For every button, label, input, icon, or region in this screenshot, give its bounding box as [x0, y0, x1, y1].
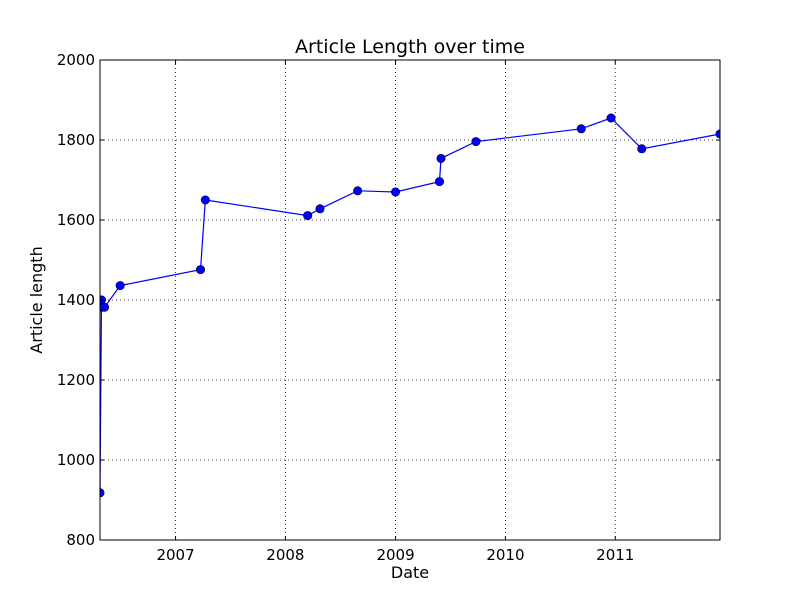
y-tick-label: 1400 [57, 291, 95, 309]
x-tick-label: 2007 [156, 546, 194, 564]
data-point [434, 177, 444, 187]
x-axis-title: Date [391, 563, 429, 582]
data-point [315, 204, 325, 214]
y-tick-label: 1000 [57, 451, 95, 469]
data-point [606, 113, 616, 123]
data-point [303, 211, 313, 221]
y-tick-label: 1800 [57, 131, 95, 149]
data-point [200, 195, 210, 205]
series-layer [99, 113, 721, 498]
data-point [637, 144, 647, 154]
tick-layer: 800 1000 1200 1400 1600 1800 2000 2007 2008 2009 2… [57, 51, 720, 564]
data-point [100, 302, 110, 312]
y-tick-label: 1200 [57, 371, 95, 389]
x-tick-label: 2011 [596, 546, 634, 564]
chart-title: Article Length over time [295, 36, 525, 58]
x-tick-label: 2008 [266, 546, 304, 564]
data-point [115, 281, 125, 291]
x-tick-label: 2010 [486, 546, 524, 564]
grid-layer [100, 60, 720, 540]
data-point [576, 124, 586, 134]
y-axis-title: Article length [27, 246, 46, 353]
y-tick-label: 1600 [57, 211, 95, 229]
y-tick-label: 800 [66, 531, 95, 549]
data-point [391, 187, 401, 197]
data-point [196, 265, 206, 275]
data-point [471, 137, 481, 147]
y-tick-label: 2000 [57, 51, 95, 69]
data-point [436, 153, 446, 163]
data-point [353, 186, 363, 196]
x-tick-label: 2009 [376, 546, 414, 564]
